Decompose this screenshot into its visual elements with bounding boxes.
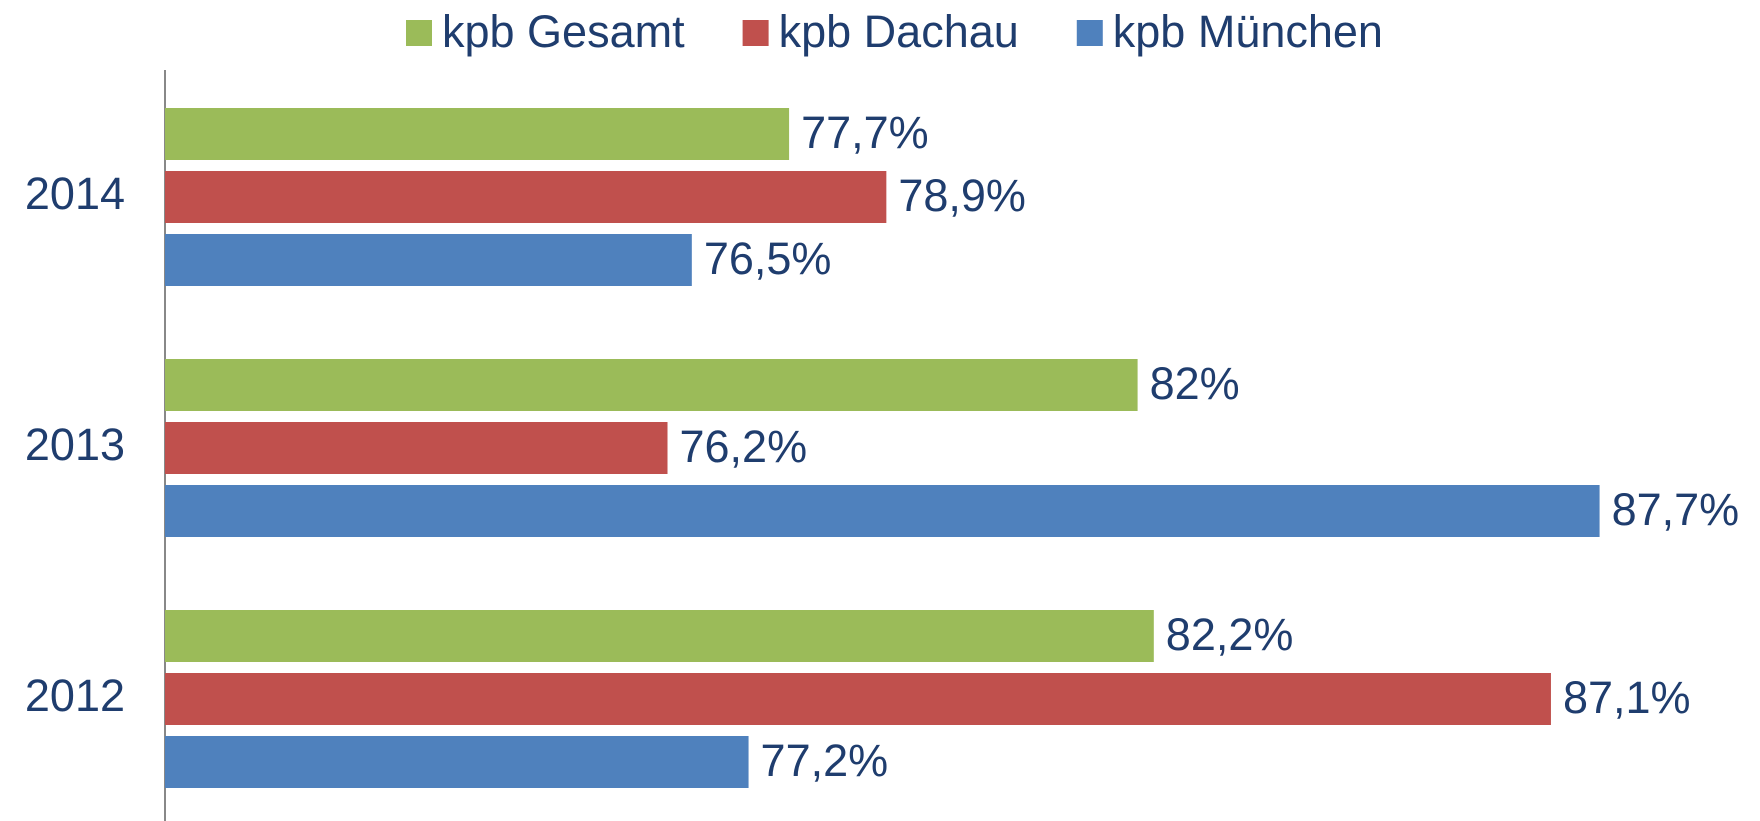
data-label: 78,9% [898,170,1026,221]
data-label: 77,7% [801,107,929,158]
legend-swatch [1076,20,1103,46]
bar [165,359,1138,411]
y-tick-label: 2014 [25,168,125,219]
data-label: 82,2% [1166,609,1294,660]
bar [165,673,1551,725]
data-label: 77,2% [761,735,889,786]
data-label: 76,5% [704,233,832,284]
legend-label: kpb Gesamt [442,6,685,57]
legend-swatch [406,20,432,46]
legend-label: kpb München [1113,6,1383,57]
bar [165,108,790,160]
data-label: 87,1% [1563,672,1691,723]
bar [165,736,749,788]
bar [165,485,1600,537]
y-tick-label: 2012 [25,670,125,721]
bar [165,171,887,223]
bar [165,610,1154,662]
data-label: 76,2% [680,421,808,472]
data-label: 87,7% [1612,484,1740,535]
data-label: 82% [1150,358,1240,409]
bar [165,234,692,286]
legend-swatch [742,20,769,46]
bar [165,422,668,474]
legend-label: kpb Dachau [779,6,1019,57]
y-tick-label: 2013 [25,419,125,470]
